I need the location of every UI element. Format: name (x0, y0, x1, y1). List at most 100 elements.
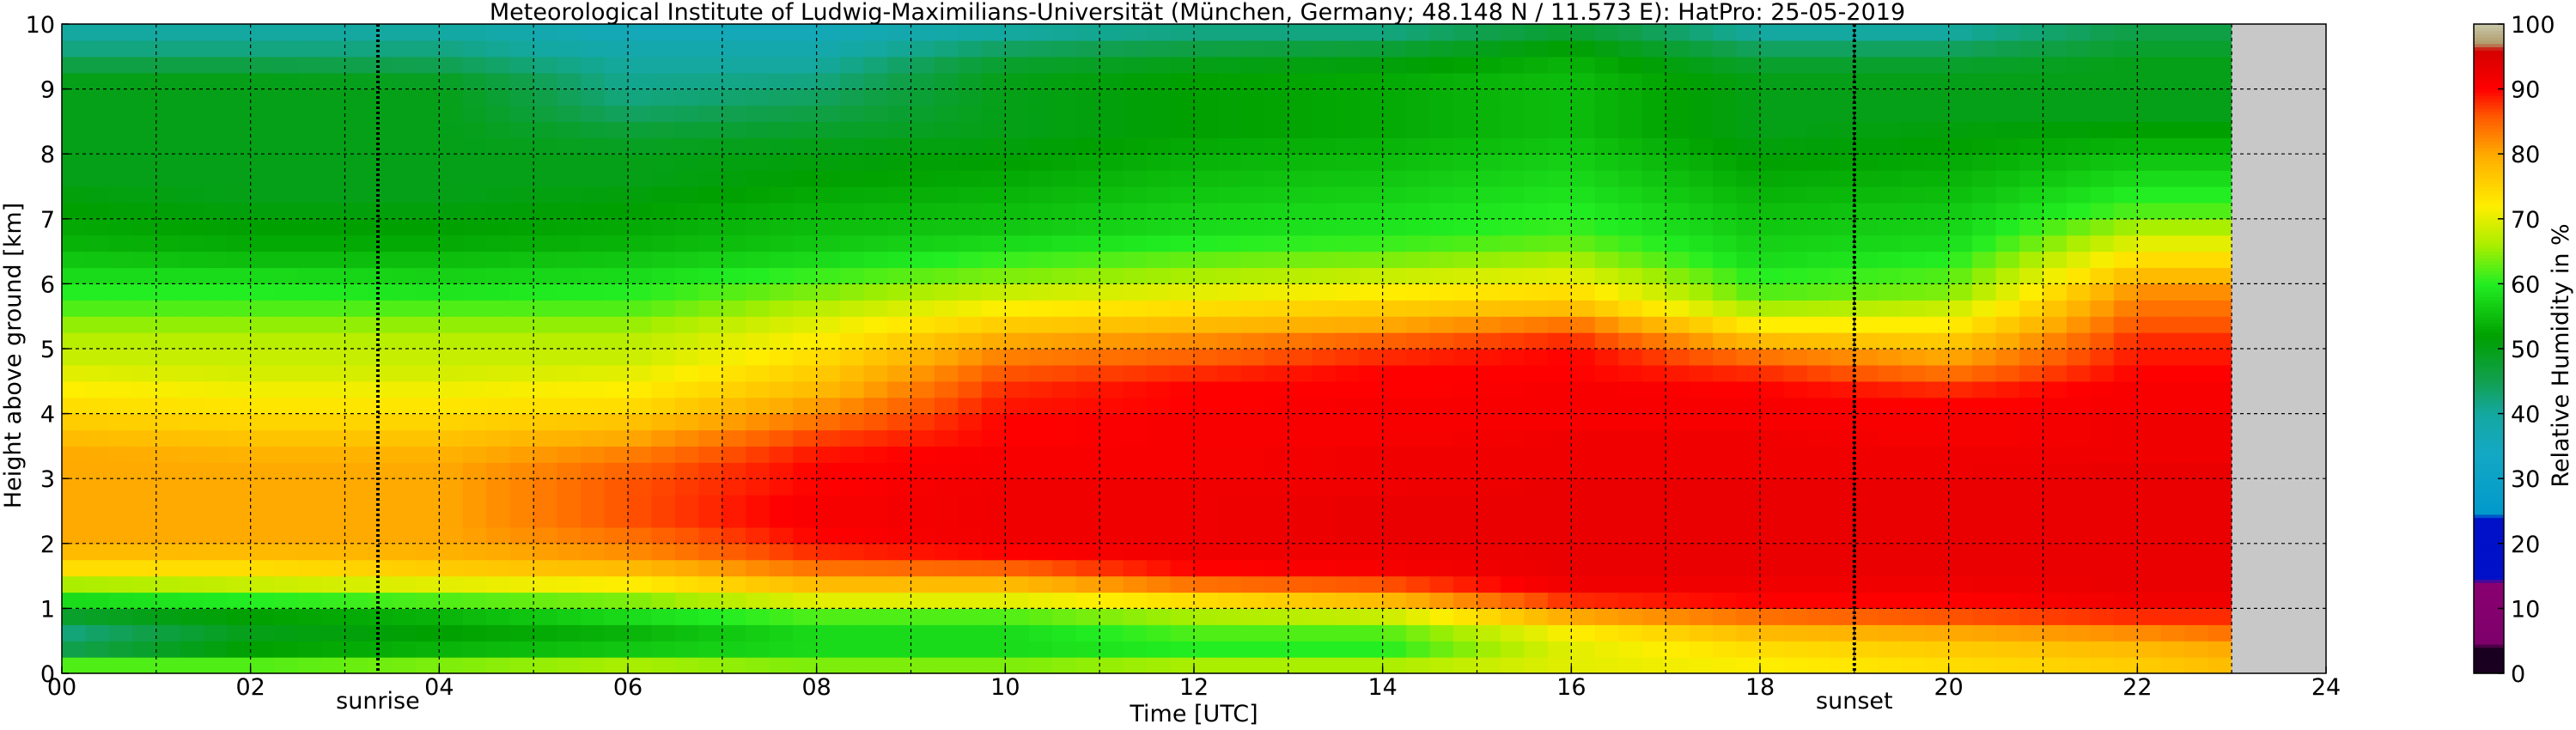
heatmap-cell (1406, 105, 1431, 122)
heatmap-cell (958, 56, 983, 74)
heatmap-cell (439, 462, 464, 479)
heatmap-cell (415, 349, 440, 366)
heatmap-cell (1736, 137, 1761, 155)
heatmap-cell (368, 332, 393, 350)
colorbar-tick-label: 40 (2511, 402, 2540, 429)
colorbar-segment (2474, 439, 2504, 444)
heatmap-cell (793, 137, 818, 155)
heatmap-cell (1760, 40, 1785, 58)
heatmap-cell (1028, 267, 1053, 284)
heatmap-cell (297, 186, 322, 204)
heatmap-cell (1854, 641, 1879, 658)
heatmap-cell (2066, 251, 2092, 269)
heatmap-cell (981, 608, 1006, 625)
heatmap-cell (1382, 349, 1407, 366)
colorbar-segment (2474, 634, 2504, 639)
heatmap-cell (2066, 218, 2092, 236)
heatmap-cell (1760, 56, 1785, 74)
heatmap-cell (958, 413, 983, 431)
heatmap-cell (2066, 105, 2092, 122)
heatmap-cell (462, 267, 487, 284)
heatmap-cell (533, 380, 558, 398)
heatmap-cell (1453, 170, 1478, 187)
heatmap-cell (1123, 40, 1148, 58)
heatmap-cell (368, 170, 393, 187)
heatmap-cell (62, 429, 87, 447)
heatmap-cell (1240, 154, 1265, 171)
heatmap-cell (155, 543, 180, 561)
heatmap-cell (2066, 137, 2092, 155)
colorbar-segment (2474, 170, 2504, 174)
heatmap-cell (722, 251, 746, 269)
heatmap-cell (1453, 72, 1478, 90)
heatmap-cell (1099, 446, 1124, 463)
heatmap-cell (1028, 251, 1053, 269)
heatmap-cell (132, 267, 157, 284)
heatmap-cell (1147, 72, 1172, 90)
heatmap-cell (155, 413, 180, 431)
heatmap-cell (1288, 641, 1312, 658)
heatmap-cell (1830, 364, 1855, 382)
heatmap-cell (1406, 592, 1431, 609)
heatmap-cell (392, 543, 417, 561)
heatmap-cell (981, 462, 1006, 479)
heatmap-cell (1194, 641, 1219, 658)
heatmap-cell (462, 526, 487, 544)
heatmap-cell (1925, 251, 1950, 269)
heatmap-cell (1477, 218, 1501, 236)
heatmap-cell (887, 40, 912, 58)
heatmap-cell (1406, 72, 1431, 90)
heatmap-cell (1052, 267, 1077, 284)
heatmap-cell (887, 234, 912, 252)
heatmap-cell (2113, 72, 2138, 90)
heatmap-cell (415, 40, 440, 58)
heatmap-cell (1618, 526, 1643, 544)
heatmap-cell (1571, 186, 1596, 204)
heatmap-cell (863, 24, 888, 41)
heatmap-cell (1500, 56, 1526, 74)
heatmap-cell (1406, 364, 1431, 382)
colorbar-segment (2474, 384, 2504, 388)
heatmap-cell (1264, 154, 1289, 171)
heatmap-cell (1240, 592, 1265, 609)
heatmap-cell (840, 170, 865, 187)
heatmap-cell (816, 332, 841, 350)
heatmap-cell (604, 24, 629, 41)
heatmap-cell (1901, 495, 1926, 512)
heatmap-cell (651, 332, 676, 350)
heatmap-cell (674, 316, 699, 333)
heatmap-cell (1618, 624, 1643, 642)
heatmap-cell (887, 526, 912, 544)
heatmap-cell (674, 170, 699, 187)
heatmap-cell (958, 105, 983, 122)
heatmap-cell (1123, 511, 1148, 528)
heatmap-cell (297, 316, 322, 333)
heatmap-cell (816, 543, 841, 561)
heatmap-cell (581, 478, 606, 496)
heatmap-cell (840, 526, 865, 544)
heatmap-cell (344, 332, 369, 350)
heatmap-cell (1359, 495, 1384, 512)
heatmap-cell (227, 170, 252, 187)
heatmap-cell (2090, 300, 2115, 317)
heatmap-cell (793, 413, 818, 431)
heatmap-cell (1406, 641, 1431, 658)
heatmap-cell (1547, 186, 1572, 204)
heatmap-cell (1901, 592, 1926, 609)
heatmap-cell (1571, 575, 1596, 593)
heatmap-cell (1500, 251, 1526, 269)
heatmap-cell (2090, 105, 2115, 122)
heatmap-cell (1099, 137, 1124, 155)
heatmap-cell (1240, 624, 1265, 642)
colorbar-segment (2474, 601, 2504, 606)
colorbar-segment (2474, 101, 2504, 106)
heatmap-cell (1099, 154, 1124, 171)
heatmap-cell (1453, 478, 1478, 496)
heatmap-cell (934, 380, 959, 398)
heatmap-cell (1429, 462, 1454, 479)
heatmap-cell (934, 186, 959, 204)
heatmap-cell (108, 283, 133, 301)
heatmap-cell (1594, 364, 1619, 382)
heatmap-cell (722, 446, 746, 463)
heatmap-cell (1925, 364, 1950, 382)
